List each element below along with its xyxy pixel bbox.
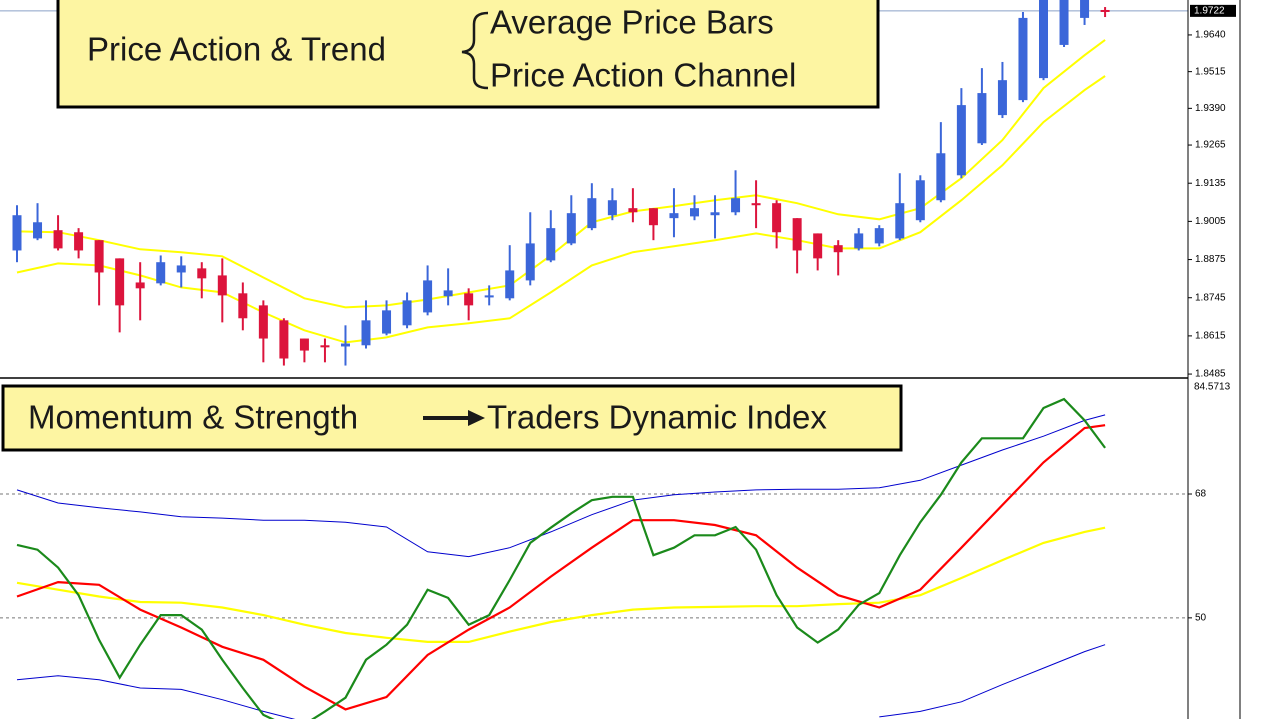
price-label: 1.9722 bbox=[1194, 6, 1225, 17]
y-tick-label: 1.9640 bbox=[1195, 30, 1226, 41]
candle-body bbox=[997, 80, 1007, 116]
arrow-head bbox=[468, 410, 485, 426]
annotation-text: Average Price Bars bbox=[490, 4, 774, 41]
indicator-line bbox=[16, 397, 1106, 719]
annotation-text: Price Action Channel bbox=[490, 57, 796, 94]
indicator-annotation: Momentum & Strength Traders Dynamic Inde… bbox=[1, 384, 903, 452]
candle-body bbox=[587, 198, 597, 229]
indicator-line bbox=[16, 414, 1106, 558]
candle-body bbox=[217, 275, 227, 296]
y-tick-label: 50 bbox=[1195, 613, 1207, 624]
indicator-line bbox=[16, 526, 1106, 643]
candle-body bbox=[197, 268, 207, 279]
indicator-line bbox=[16, 644, 1106, 719]
candle-body bbox=[423, 280, 433, 313]
candle-body bbox=[854, 233, 864, 249]
candle-body bbox=[751, 203, 761, 206]
candle-body bbox=[505, 270, 515, 299]
candle-body bbox=[33, 222, 43, 239]
brace bbox=[461, 11, 489, 90]
y-tick-label: 1.9265 bbox=[1195, 140, 1226, 151]
candle-body bbox=[956, 105, 966, 176]
indicator-line bbox=[16, 424, 1106, 711]
candle-body bbox=[299, 338, 309, 351]
candle-body bbox=[361, 320, 371, 346]
candle-body bbox=[340, 343, 350, 347]
candle-body bbox=[74, 232, 84, 251]
candle-body bbox=[464, 293, 474, 306]
y-tick-label: 1.8485 bbox=[1195, 369, 1226, 380]
indicator-pane bbox=[0, 397, 1188, 719]
candle-body bbox=[484, 295, 494, 298]
candle-body bbox=[792, 218, 802, 251]
candle-body bbox=[977, 93, 987, 144]
candle-body bbox=[1018, 17, 1028, 101]
annotation-text: Momentum & Strength bbox=[28, 399, 358, 436]
candle-body bbox=[382, 310, 392, 334]
y-tick-label: 1.8745 bbox=[1195, 292, 1226, 303]
candle-body bbox=[607, 200, 617, 216]
candle-body bbox=[156, 262, 166, 284]
candle-body bbox=[279, 320, 289, 359]
candle-body bbox=[731, 198, 741, 213]
candle-body bbox=[628, 208, 638, 213]
candle-body bbox=[525, 243, 535, 281]
price-annotation: Price Action & Trend Average Price Bars … bbox=[56, 0, 880, 109]
candle-body bbox=[402, 300, 412, 326]
candle-body bbox=[1059, 0, 1069, 45]
y-tick-label: 1.9390 bbox=[1195, 103, 1226, 114]
candle-body bbox=[1080, 0, 1090, 18]
y-tick-label: 1.9515 bbox=[1195, 66, 1226, 77]
candle-body bbox=[669, 213, 679, 219]
candle-body bbox=[813, 233, 823, 259]
y-tick-label: 1.9135 bbox=[1195, 178, 1226, 189]
y-tick-label: 1.8615 bbox=[1195, 331, 1226, 342]
candle-body bbox=[874, 228, 884, 244]
candle-body bbox=[546, 228, 556, 261]
candle-body bbox=[936, 153, 946, 201]
candle-body bbox=[94, 240, 104, 273]
candle-body bbox=[115, 258, 125, 306]
price-label-box bbox=[1190, 4, 1236, 17]
candle-body bbox=[915, 180, 925, 221]
y-tick-label: 1.8875 bbox=[1195, 254, 1226, 265]
candle-body bbox=[648, 208, 658, 226]
candle-body bbox=[443, 290, 453, 297]
candle-body bbox=[1039, 0, 1048, 79]
candle-body bbox=[833, 245, 843, 253]
axes: 1.9640 1.9515 1.9390 1.9265 1.9135 1.9005 1.88… bbox=[1188, 4, 1236, 624]
candle-body bbox=[1100, 9, 1110, 12]
y-tick-label: 68 bbox=[1195, 489, 1207, 500]
annotation-text: Traders Dynamic Index bbox=[487, 399, 827, 436]
candle-body bbox=[320, 345, 330, 348]
y-tick-label: 1.9005 bbox=[1195, 216, 1226, 227]
candle-body bbox=[238, 293, 248, 319]
candle-body bbox=[135, 282, 145, 289]
candle-body bbox=[176, 265, 186, 273]
candle-body bbox=[258, 305, 268, 339]
candle-body bbox=[12, 215, 22, 251]
y-max-label: 84.5713 bbox=[1194, 382, 1231, 393]
candle-body bbox=[895, 203, 905, 239]
candle-body bbox=[689, 208, 699, 217]
candle-body bbox=[710, 212, 720, 216]
candle-body bbox=[53, 230, 63, 249]
annotation-text: Price Action & Trend bbox=[87, 31, 386, 68]
candle-body bbox=[772, 203, 782, 233]
candle-body bbox=[566, 213, 576, 244]
